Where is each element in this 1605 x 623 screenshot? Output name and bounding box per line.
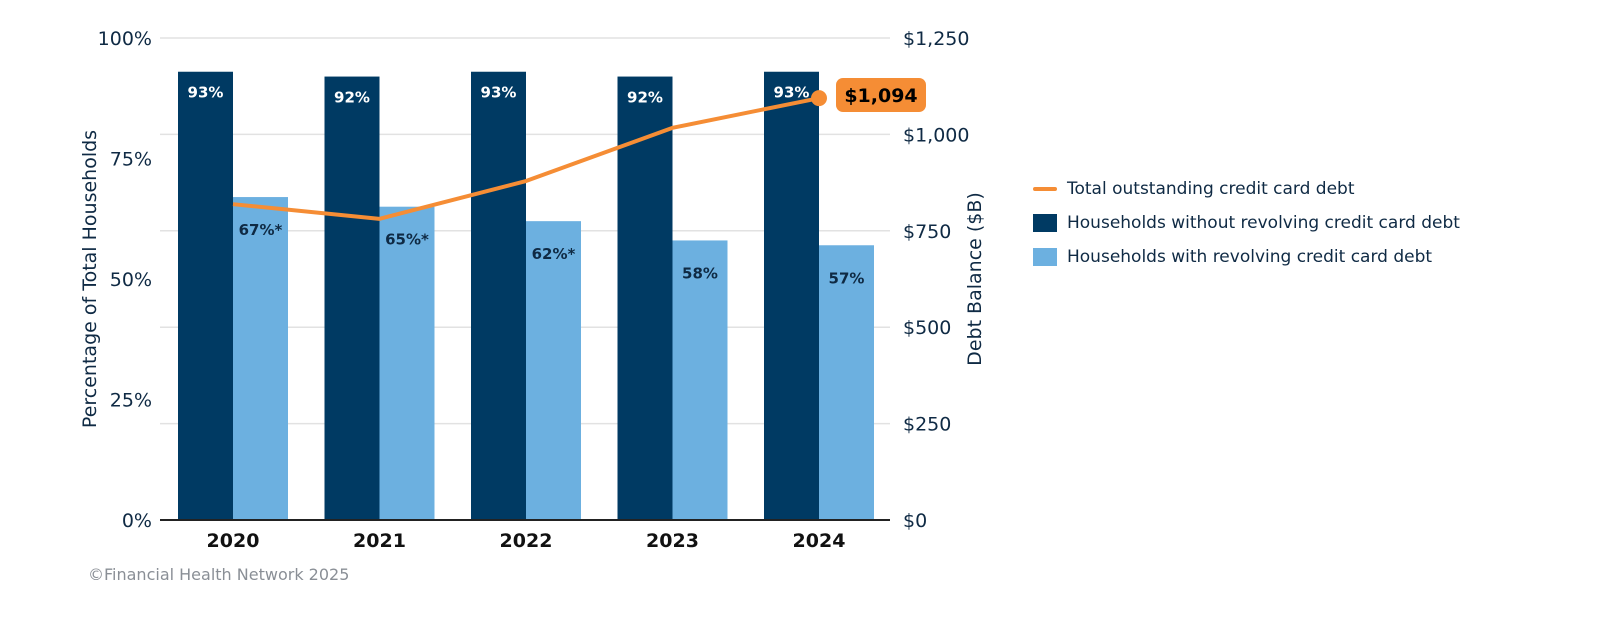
x-tick-label: 2021 bbox=[353, 530, 406, 552]
bar-label: 93% bbox=[774, 84, 810, 102]
y2-tick-label: $1,000 bbox=[903, 124, 969, 146]
bar-label: 93% bbox=[188, 84, 224, 102]
bar-without bbox=[471, 71, 526, 521]
legend-swatch bbox=[1033, 214, 1057, 232]
legend: Total outstanding credit card debt House… bbox=[1033, 172, 1460, 274]
legend-item-with: Households with revolving credit card de… bbox=[1033, 240, 1460, 274]
y2-axis-title: Debt Balance ($B) bbox=[964, 192, 986, 366]
x-tick-label: 2024 bbox=[793, 530, 846, 552]
bar-label: 65%* bbox=[385, 231, 429, 249]
bar-label: 67%* bbox=[239, 221, 283, 239]
bar-without bbox=[324, 76, 380, 520]
bar-with bbox=[526, 221, 581, 520]
bar-without bbox=[617, 76, 673, 520]
legend-item-line: Total outstanding credit card debt bbox=[1033, 172, 1460, 206]
y2-tick-label: $250 bbox=[903, 414, 951, 436]
y2-tick-label: $500 bbox=[903, 317, 951, 339]
legend-label: Households with revolving credit card de… bbox=[1067, 247, 1433, 267]
bar-label: 92% bbox=[334, 89, 370, 107]
legend-label: Total outstanding credit card debt bbox=[1067, 179, 1355, 199]
y-tick-label: 0% bbox=[122, 510, 152, 532]
bar-with bbox=[233, 197, 288, 520]
y2-tick-label: $0 bbox=[903, 510, 927, 532]
x-tick-label: 2022 bbox=[500, 530, 553, 552]
bar-label: 93% bbox=[481, 84, 517, 102]
copyright: ©Financial Health Network 2025 bbox=[88, 565, 350, 584]
bar-label: 92% bbox=[627, 89, 663, 107]
bar-label: 57% bbox=[829, 269, 865, 287]
bar-without bbox=[764, 71, 819, 521]
legend-label: Households without revolving credit card… bbox=[1067, 213, 1460, 233]
legend-swatch bbox=[1033, 248, 1057, 266]
legend-item-without: Households without revolving credit card… bbox=[1033, 206, 1460, 240]
y2-tick-label: $750 bbox=[903, 221, 951, 243]
bar-label: 58% bbox=[682, 264, 718, 282]
y-tick-label: 75% bbox=[110, 149, 152, 171]
y-axis-title: Percentage of Total Households bbox=[79, 130, 101, 428]
x-tick-label: 2020 bbox=[207, 530, 260, 552]
x-tick-label: 2023 bbox=[646, 530, 699, 552]
callout-label: $1,094 bbox=[844, 85, 917, 107]
bar-without bbox=[178, 71, 233, 521]
bar-with bbox=[819, 245, 874, 520]
y-tick-label: 100% bbox=[98, 28, 152, 50]
y-tick-label: 25% bbox=[110, 390, 152, 412]
bar-label: 62%* bbox=[532, 245, 576, 263]
debt-line-endpoint bbox=[811, 90, 827, 107]
debt-line bbox=[232, 96, 820, 221]
y2-tick-label: $1,250 bbox=[903, 28, 969, 50]
y-tick-label: 50% bbox=[110, 269, 152, 291]
bar-with bbox=[379, 206, 435, 520]
bar-with bbox=[672, 240, 728, 520]
legend-line-swatch bbox=[1033, 187, 1057, 191]
callout-box bbox=[836, 78, 926, 112]
